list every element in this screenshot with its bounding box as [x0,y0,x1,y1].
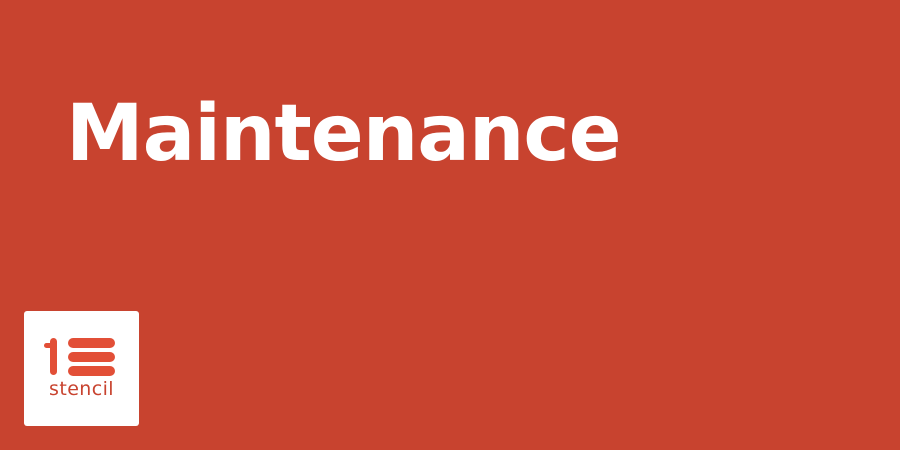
stencil-logo-card: stencil [24,311,139,426]
stencil-logo-icon [44,338,115,376]
stencil-logo-text: stencil [49,378,114,400]
page-title: Maintenance [66,89,622,179]
